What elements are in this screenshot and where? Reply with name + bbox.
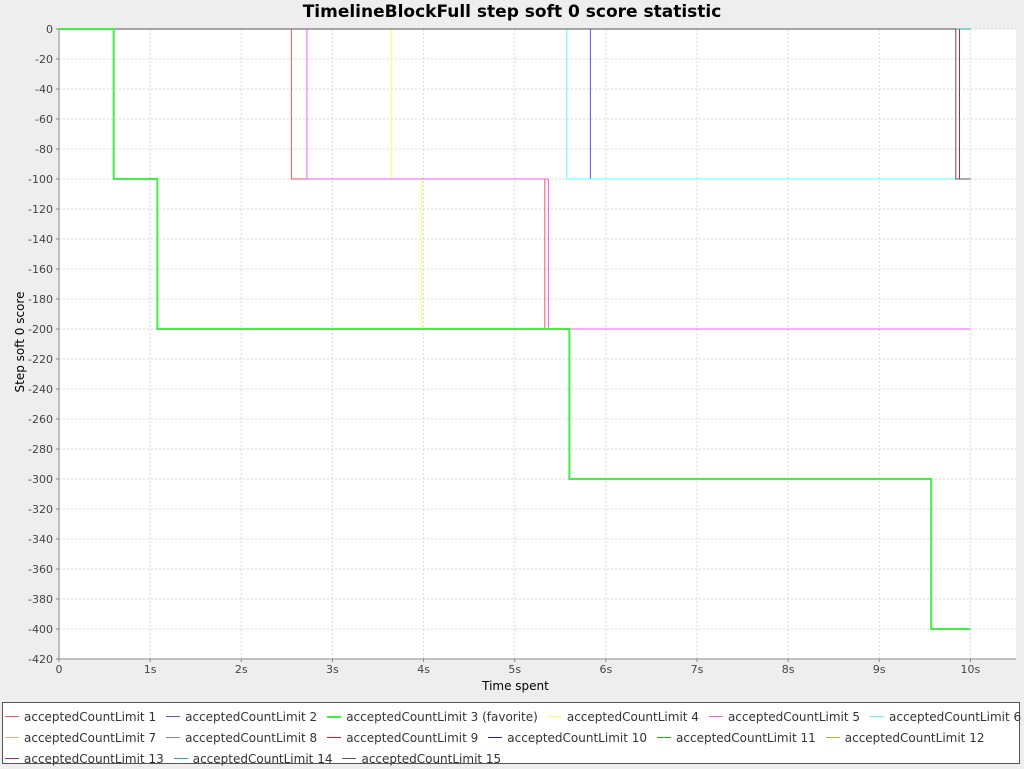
legend-label: acceptedCountLimit 8	[185, 730, 318, 745]
x-tick-label: 8s	[782, 663, 795, 676]
legend-item: acceptedCountLimit 5	[708, 709, 861, 724]
legend-label: acceptedCountLimit 3 (favorite)	[346, 709, 538, 724]
legend-swatch	[342, 758, 357, 759]
series-line-15	[72, 28, 971, 180]
y-tick-label: -180	[28, 293, 53, 306]
y-tick-label: -20	[35, 53, 53, 66]
legend-swatch	[657, 737, 672, 738]
legend-item: acceptedCountLimit 8	[166, 731, 317, 745]
y-tick-label: -40	[35, 83, 53, 96]
legend-swatch	[5, 758, 19, 759]
x-tick-label: 1s	[144, 663, 157, 676]
x-tick-label: 5s	[508, 663, 521, 676]
legend-item: acceptedCountLimit 12	[825, 730, 985, 745]
x-tick-label: 7s	[691, 663, 704, 676]
legend-item: acceptedCountLimit 9	[327, 731, 478, 745]
series-line-3	[59, 28, 971, 630]
y-tick-label: -380	[28, 593, 53, 606]
y-tick-label: -280	[28, 443, 53, 456]
y-tick-label: -120	[28, 203, 53, 216]
legend-label: acceptedCountLimit 13	[24, 751, 164, 766]
y-tick-label: -160	[28, 263, 53, 276]
legend-swatch	[5, 737, 19, 738]
y-tick-label: -220	[28, 353, 53, 366]
y-axis-title: Step soft 0 score	[13, 292, 27, 393]
legend-label: acceptedCountLimit 10	[507, 730, 648, 745]
chart-plot: 0 -20 -40 -60 -80 -100 -120 -140 -160 -180 -200 -22…	[13, 23, 1016, 693]
x-tick-label: 6s	[599, 663, 612, 676]
x-tick-label: 0	[56, 663, 63, 676]
y-tick-label: -240	[28, 383, 53, 396]
y-tick-label: -420	[28, 653, 53, 666]
legend-item: acceptedCountLimit 14	[173, 751, 333, 766]
y-tick-label: -300	[28, 473, 53, 486]
legend-swatch	[547, 716, 562, 717]
legend-item: acceptedCountLimit 11	[657, 731, 816, 745]
legend-item: acceptedCountLimit 3 (favorite)	[327, 710, 538, 724]
y-tick-label: 0	[46, 23, 53, 36]
legend-label: acceptedCountLimit 11	[676, 730, 816, 745]
legend-swatch	[173, 758, 188, 759]
chart-legend: acceptedCountLimit 1 acceptedCountLimit 2…	[2, 702, 1021, 766]
legend-row: acceptedCountLimit 7 acceptedCountLimit 8…	[5, 727, 1017, 748]
legend-item: acceptedCountLimit 2	[166, 710, 317, 724]
y-tick-label: -400	[28, 623, 53, 636]
legend-item: acceptedCountLimit 13	[5, 752, 164, 766]
legend-swatch	[708, 716, 723, 717]
y-tick-label: -360	[28, 563, 53, 576]
legend-swatch	[870, 716, 885, 717]
legend-item: acceptedCountLimit 10	[488, 731, 647, 745]
legend-label: acceptedCountLimit 15	[361, 751, 502, 766]
x-tick-label: 10s	[961, 663, 981, 676]
legend-swatch	[166, 716, 181, 717]
y-tick-label: -100	[28, 173, 53, 186]
legend-item: acceptedCountLimit 15	[342, 752, 501, 766]
y-tick-label: -340	[28, 533, 53, 546]
legend-label: acceptedCountLimit 6	[889, 709, 1022, 724]
legend-label: acceptedCountLimit 14	[192, 751, 333, 766]
legend-swatch	[825, 737, 840, 738]
x-tick-label: 2s	[235, 663, 248, 676]
y-tick-label: -260	[28, 413, 53, 426]
legend-item: acceptedCountLimit 7	[5, 731, 156, 745]
series-lines	[59, 28, 971, 630]
legend-label: acceptedCountLimit 4	[566, 709, 699, 724]
legend-label: acceptedCountLimit 12	[844, 730, 985, 745]
legend-label: acceptedCountLimit 7	[24, 730, 157, 745]
x-tick-label: 3s	[326, 663, 339, 676]
legend-row: acceptedCountLimit 1 acceptedCountLimit 2…	[5, 706, 1021, 727]
legend-label: acceptedCountLimit 9	[346, 730, 479, 745]
legend-label: acceptedCountLimit 5	[727, 709, 861, 724]
legend-swatch	[488, 737, 503, 738]
y-tick-label: -80	[35, 143, 53, 156]
legend-label: acceptedCountLimit 1	[24, 709, 157, 724]
x-axis-title: Time spent	[481, 679, 549, 693]
legend-swatch	[166, 737, 181, 738]
legend-item: acceptedCountLimit 6	[870, 710, 1021, 724]
y-tick-label: -140	[28, 233, 53, 246]
chart-title: TimelineBlockFull step soft 0 score stat…	[302, 2, 722, 22]
y-tick-label: -200	[28, 323, 53, 336]
y-tick-label: -60	[35, 113, 53, 126]
x-tick-label: 9s	[873, 663, 886, 676]
plot-area	[59, 29, 1016, 659]
legend-row: acceptedCountLimit 13 acceptedCountLimit …	[5, 748, 1017, 769]
legend-swatch	[327, 737, 342, 738]
legend-item: acceptedCountLimit 4	[547, 709, 699, 724]
axes: 0 -20 -40 -60 -80 -100 -120 -140 -160 -180 -200 -22…	[28, 23, 1016, 676]
x-tick-label: 4s	[417, 663, 430, 676]
legend-swatch	[327, 715, 342, 718]
y-tick-label: -320	[28, 503, 53, 516]
legend-label: acceptedCountLimit 2	[185, 709, 318, 724]
legend-item: acceptedCountLimit 1	[5, 710, 156, 724]
legend-swatch	[5, 716, 19, 717]
